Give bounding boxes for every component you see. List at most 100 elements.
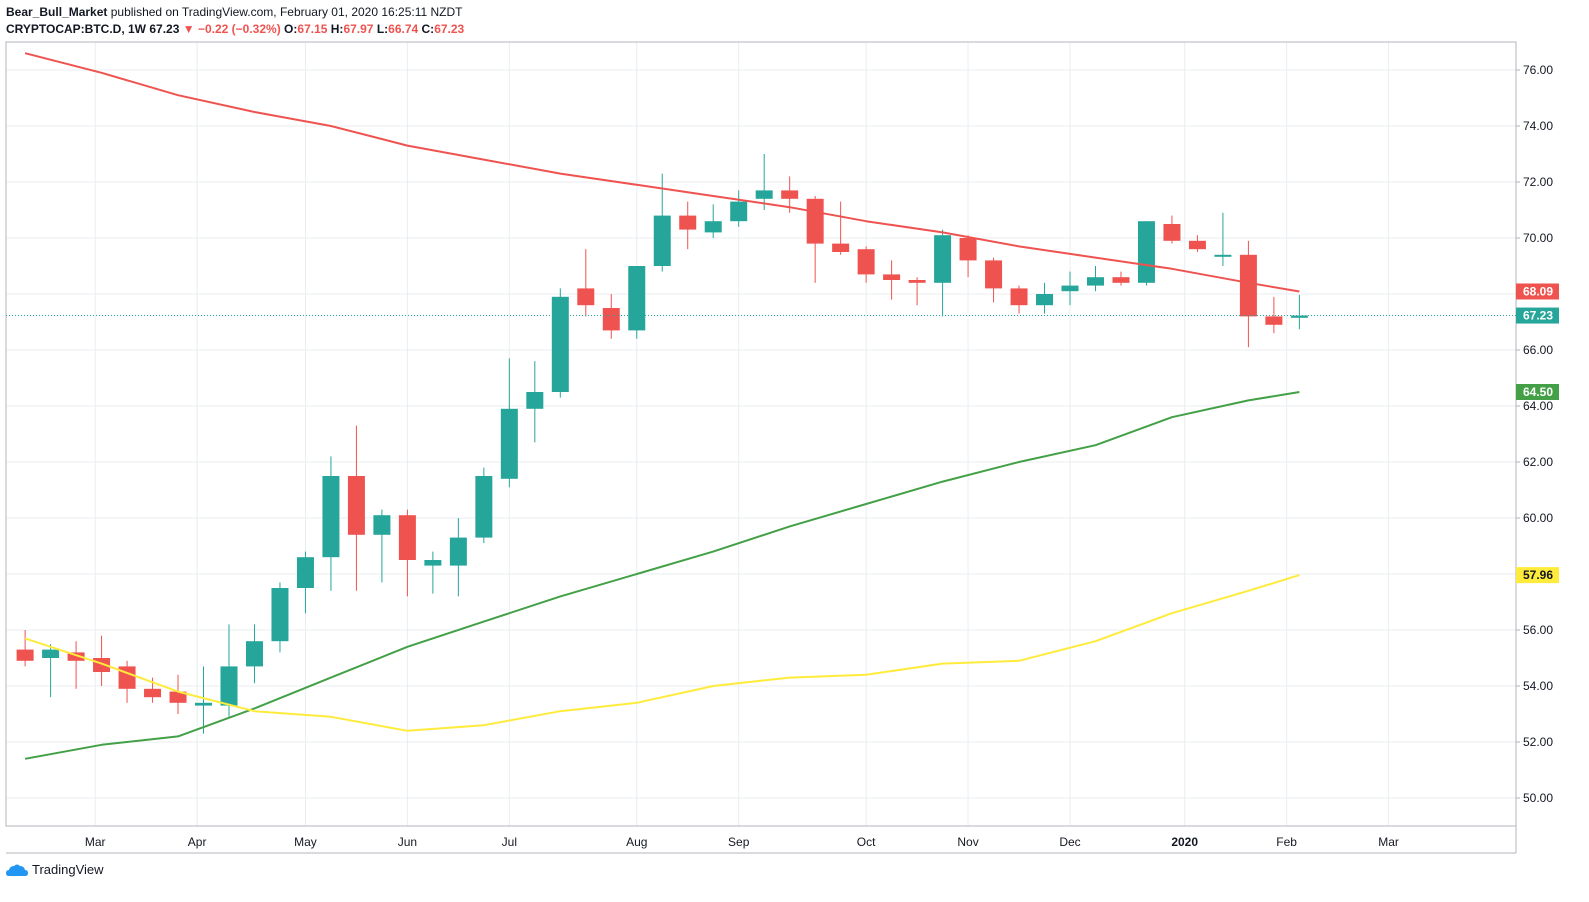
candle-body-down [398, 515, 416, 560]
low-value: 66.74 [388, 22, 419, 36]
y-tick-label: 60.00 [1523, 511, 1553, 525]
candle-body-up [1036, 294, 1054, 306]
candle-body-up [500, 408, 518, 479]
candle-body-down [857, 249, 875, 275]
candle-body-down [347, 476, 365, 535]
x-tick-label: Sep [728, 835, 750, 849]
y-tick-label: 70.00 [1523, 231, 1553, 245]
low-label: L: [376, 22, 389, 36]
symbol-label[interactable]: CRYPTOCAP:BTC.D, 1W [6, 22, 147, 36]
candle-body-up [526, 392, 544, 409]
candle-body-down [806, 198, 824, 244]
candle-body-up [934, 235, 952, 283]
candle-body-down [832, 243, 850, 252]
ohlc-legend: CRYPTOCAP:BTC.D, 1W 67.23 ▼ −0.22 (−0.32… [6, 21, 464, 38]
candle-body-down [16, 649, 34, 661]
author-name[interactable]: Bear_Bull_Market [6, 5, 108, 19]
candle-body-up [296, 557, 314, 588]
x-tick-label: Jun [398, 835, 417, 849]
y-tick-label: 72.00 [1523, 175, 1553, 189]
candle-body-down [1163, 224, 1181, 241]
x-tick-label: May [294, 835, 317, 849]
candle-body-down [169, 691, 187, 703]
x-tick-label: Nov [957, 835, 978, 849]
moving-average-line [24, 574, 1300, 732]
candle-body-up [1061, 285, 1079, 292]
y-tick-label: 66.00 [1523, 343, 1553, 357]
candle-body-down [781, 190, 799, 199]
y-tick-label: 52.00 [1523, 735, 1553, 749]
candle-body-up [424, 560, 442, 566]
ma-value-badge: 68.09 [1523, 284, 1553, 298]
candle-body-down [1265, 316, 1283, 325]
candle-body-up [1137, 221, 1155, 283]
candle-body-down [1112, 277, 1130, 283]
candle-body-up [42, 649, 60, 658]
last-price-badge: 67.23 [1523, 309, 1553, 323]
candle-body-up [1214, 254, 1232, 257]
tradingview-brand: TradingView [32, 862, 104, 877]
candle-body-up [449, 537, 467, 566]
candle-body-up [551, 296, 569, 392]
candle-body-down [883, 274, 901, 280]
candle-body-down [1188, 240, 1206, 250]
candle-body-up [704, 221, 722, 233]
candle-body-up [271, 588, 289, 642]
open-value: 67.15 [297, 22, 328, 36]
candle-body-up [373, 515, 391, 535]
open-label: O: [284, 22, 298, 36]
candle-body-down [959, 238, 977, 261]
candle-body-up [1086, 277, 1104, 286]
candle-body-up [628, 266, 646, 331]
x-tick-label: Feb [1276, 835, 1297, 849]
y-tick-label: 74.00 [1523, 119, 1553, 133]
tradingview-cloud-icon [6, 864, 28, 876]
candle-body-up [475, 476, 493, 538]
candle-body-up [755, 190, 773, 199]
candle-body-down [985, 260, 1003, 289]
candle-body-up [322, 476, 340, 558]
x-tick-label: Aug [626, 835, 647, 849]
candle-body-down [67, 652, 85, 661]
candle-body-down [1010, 288, 1028, 306]
x-tick-label: 2020 [1171, 835, 1198, 849]
x-tick-label: Oct [857, 835, 876, 849]
candle-body-down [679, 215, 697, 230]
moving-average-line [24, 52, 1300, 293]
y-tick-label: 64.00 [1523, 399, 1553, 413]
high-label: H: [330, 22, 344, 36]
tradingview-logo[interactable]: TradingView [6, 862, 104, 877]
ma-value-badge-bg [1516, 567, 1559, 584]
last-value: 67.23 [149, 22, 180, 36]
y-tick-label: 56.00 [1523, 623, 1553, 637]
y-tick-label: 54.00 [1523, 679, 1553, 693]
plot-frame [5, 41, 1517, 827]
candle-body-up [220, 666, 238, 706]
last-price-badge-bg [1516, 307, 1559, 324]
y-tick-label: 62.00 [1523, 455, 1553, 469]
change-value: −0.22 (−0.32%) [197, 22, 281, 36]
ma-value-badge-bg [1516, 384, 1559, 400]
y-tick-label: 76.00 [1523, 63, 1553, 77]
x-tick-label: Apr [188, 835, 207, 849]
ma-value-badge: 57.96 [1523, 568, 1553, 582]
candle-body-up [1290, 315, 1308, 318]
ma-value-badge-bg [1516, 283, 1559, 300]
x-tick-label: Dec [1059, 835, 1080, 849]
x-tick-label: Mar [1378, 835, 1399, 849]
candle-body-down [908, 280, 926, 283]
candle-body-down [1239, 254, 1257, 317]
candle-body-down [602, 308, 620, 331]
high-value: 67.97 [343, 22, 374, 36]
candle-body-up [653, 215, 671, 266]
down-arrow-icon: ▼ [182, 22, 195, 36]
candle-body-up [730, 201, 748, 222]
moving-average-line [24, 391, 1300, 760]
chart-header: Bear_Bull_Market published on TradingVie… [6, 4, 464, 38]
close-label: C: [421, 22, 435, 36]
candle-body-down [144, 688, 162, 698]
close-value: 67.23 [434, 22, 465, 36]
publish-text: published on TradingView.com, February 0… [110, 5, 463, 19]
candle-body-up [245, 641, 263, 667]
